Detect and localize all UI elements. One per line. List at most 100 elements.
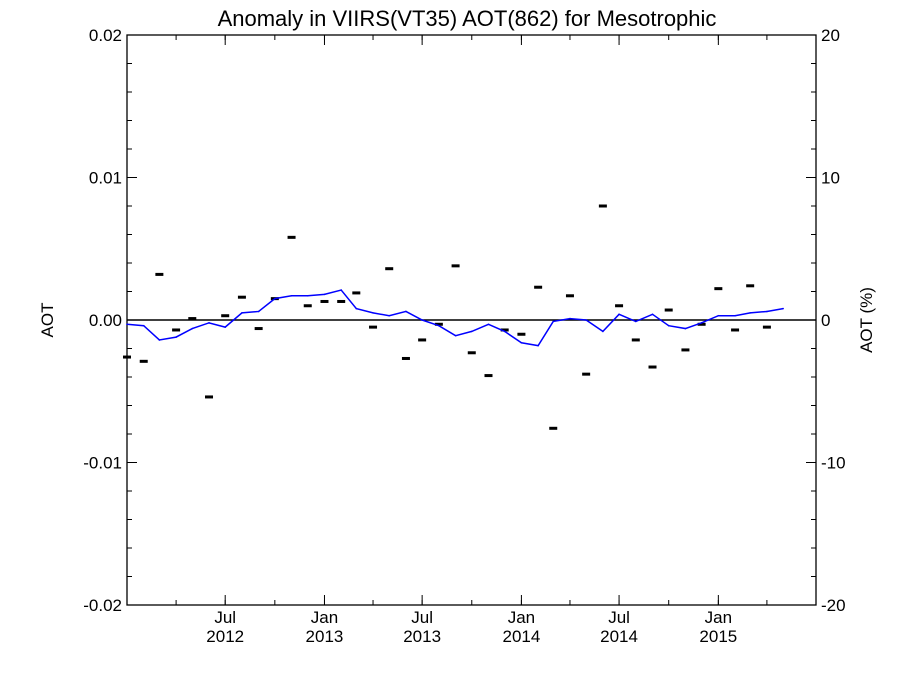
x-tick-year-label: 2013 <box>403 627 441 646</box>
data-point-marker <box>664 308 673 312</box>
data-point-marker <box>434 322 443 326</box>
data-point-marker <box>615 304 624 308</box>
data-point-marker <box>549 426 558 430</box>
y-right-tick-label: 0 <box>821 311 830 330</box>
data-point-marker <box>762 325 771 329</box>
data-point-marker <box>731 328 740 332</box>
data-point-marker <box>221 314 230 318</box>
line-vertex <box>290 294 293 297</box>
line-vertex <box>405 310 407 313</box>
line-vertex <box>142 324 145 327</box>
line-vertex <box>372 312 374 314</box>
data-point-marker <box>681 348 690 352</box>
series-line <box>126 289 784 347</box>
y-right-tick-label: -10 <box>821 454 846 473</box>
axis-tick-labels: 0.020.010.00-0.01-0.0220100-10-20Jul2012… <box>83 26 845 646</box>
data-point-marker <box>303 304 312 308</box>
line-vertex <box>274 297 276 300</box>
data-point-marker <box>172 328 181 332</box>
line-vertex <box>651 313 654 316</box>
x-tick-month-label: Jan <box>508 608 535 627</box>
x-tick-year-label: 2014 <box>600 627 638 646</box>
line-vertex <box>717 314 720 317</box>
line-vertex <box>126 323 128 326</box>
data-point-marker <box>484 374 493 378</box>
y-axis-label-left: AOT <box>38 303 57 338</box>
series-layer <box>123 204 784 430</box>
data-point-marker <box>385 267 394 271</box>
x-tick-month-label: Jul <box>214 608 236 627</box>
y-right-tick-label: -20 <box>821 596 846 615</box>
data-point-marker <box>565 294 574 298</box>
data-point-marker <box>139 359 148 363</box>
y-tick-label: -0.02 <box>83 596 122 615</box>
line-vertex <box>520 342 523 344</box>
data-point-marker <box>287 235 296 239</box>
x-tick-month-label: Jan <box>311 608 338 627</box>
line-vertex <box>667 324 670 327</box>
chart-title: Anomaly in VIIRS(VT35) AOT(862) for Meso… <box>218 6 717 31</box>
y-right-tick-label: 10 <box>821 169 840 188</box>
line-vertex <box>241 312 243 314</box>
data-point-marker <box>155 272 164 276</box>
line-vertex <box>618 313 620 316</box>
data-point-marker <box>188 317 197 321</box>
data-point-marker <box>205 395 214 399</box>
data-point-marker <box>517 332 526 336</box>
data-point-marker <box>352 291 361 295</box>
x-tick-month-label: Jul <box>608 608 630 627</box>
data-point-marker <box>697 322 706 326</box>
data-point-marker <box>369 325 378 329</box>
data-point-marker <box>320 299 329 303</box>
line-vertex <box>734 314 736 317</box>
data-point-marker <box>746 284 755 288</box>
line-vertex <box>684 327 687 330</box>
line-vertex <box>224 326 226 328</box>
data-point-marker <box>418 338 427 342</box>
line-vertex <box>470 330 473 333</box>
line-vertex <box>175 336 177 338</box>
line-vertex <box>340 289 342 291</box>
data-point-marker <box>123 355 131 359</box>
x-tick-year-label: 2012 <box>206 627 244 646</box>
line-vertex <box>487 323 490 326</box>
line-vertex <box>191 327 194 330</box>
line-vertex <box>323 293 326 296</box>
x-tick-year-label: 2014 <box>502 627 540 646</box>
line-vertex <box>438 324 440 327</box>
line-vertex <box>602 330 604 333</box>
y-tick-label: 0.02 <box>89 26 122 45</box>
x-tick-year-label: 2013 <box>306 627 344 646</box>
data-point-marker <box>254 327 263 331</box>
line-vertex <box>421 319 423 321</box>
y-tick-label: -0.01 <box>83 454 122 473</box>
line-vertex <box>537 344 539 347</box>
x-tick-month-label: Jan <box>705 608 732 627</box>
data-point-marker <box>648 365 657 369</box>
x-tick-year-label: 2015 <box>699 627 737 646</box>
line-vertex <box>700 322 703 324</box>
data-point-marker <box>337 299 346 303</box>
y-axis-label-right: AOT (%) <box>857 287 876 353</box>
data-point-marker <box>631 338 640 342</box>
data-point-marker <box>598 204 607 208</box>
line-vertex <box>158 339 161 341</box>
data-point-marker <box>401 356 410 360</box>
data-point-marker <box>467 351 476 355</box>
data-point-marker <box>582 372 591 376</box>
data-point-marker <box>534 285 543 289</box>
data-point-marker <box>237 295 246 299</box>
line-vertex <box>585 319 587 321</box>
y-tick-label: 0.01 <box>89 169 122 188</box>
line-vertex <box>634 320 637 323</box>
data-point-marker <box>451 264 460 268</box>
line-vertex <box>766 310 768 313</box>
line-vertex <box>208 322 210 324</box>
line-vertex <box>503 330 506 333</box>
y-right-tick-label: 20 <box>821 26 840 45</box>
line-vertex <box>749 312 751 314</box>
line-vertex <box>306 294 309 297</box>
line-vertex <box>355 307 358 310</box>
line-vertex <box>552 320 555 323</box>
